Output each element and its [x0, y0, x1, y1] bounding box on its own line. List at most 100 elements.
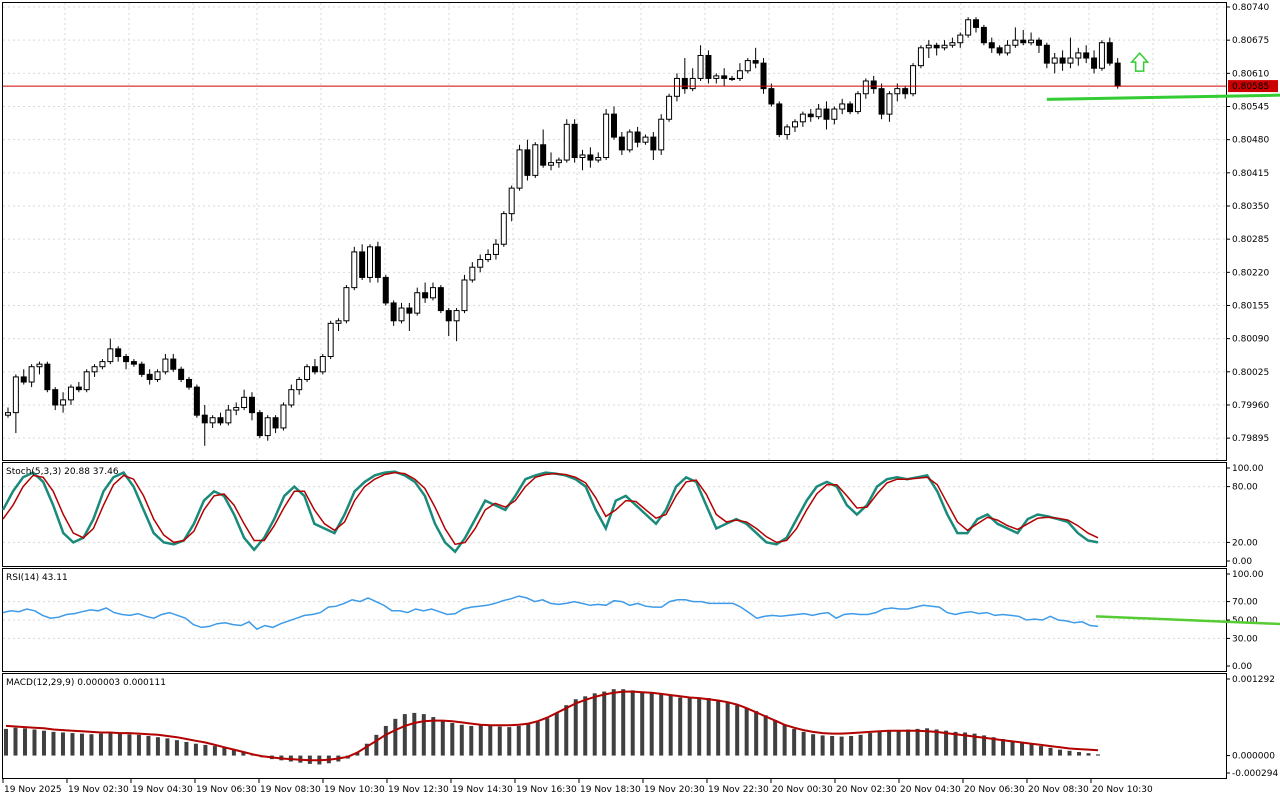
- indicator-tick-label: 100.00: [1232, 464, 1264, 474]
- candle-body: [650, 136, 657, 151]
- candle-body: [209, 417, 216, 424]
- price-tick-label: 0.80285: [1232, 235, 1269, 245]
- indicator-tick-label: 80.00: [1232, 483, 1258, 493]
- candle-body: [571, 123, 578, 159]
- candle-body: [626, 131, 633, 151]
- time-tick-label: 20 Nov 02:30: [836, 785, 897, 795]
- candle-body: [988, 42, 995, 49]
- macd-histogram-bar: [478, 725, 483, 756]
- candle-body: [485, 253, 492, 261]
- candle-body: [705, 54, 712, 79]
- candle-body: [1091, 57, 1098, 69]
- candle-body: [1059, 57, 1066, 64]
- candle-body: [540, 144, 547, 166]
- candle-body: [335, 320, 342, 324]
- candle-body: [12, 376, 19, 414]
- macd-histogram-bar: [507, 727, 512, 756]
- main-panel-frame: [2, 2, 1227, 461]
- macd-histogram-bar: [32, 729, 37, 756]
- macd-histogram-bar: [830, 736, 835, 756]
- candle-body: [233, 407, 240, 411]
- candle-body: [941, 44, 948, 49]
- candle-body: [225, 409, 232, 424]
- price-tick-label: 0.80415: [1232, 169, 1269, 179]
- candle-body: [186, 378, 193, 388]
- candle-body: [437, 287, 444, 312]
- macd-histogram-bar: [602, 691, 607, 756]
- macd-histogram-bar: [630, 690, 635, 756]
- main-grid: [3, 3, 1226, 460]
- macd-histogram-bar: [972, 733, 977, 756]
- macd-histogram-bar: [241, 752, 246, 756]
- candle-body: [980, 26, 987, 44]
- candle-body: [311, 366, 318, 373]
- macd-histogram-bar: [896, 730, 901, 756]
- macd-histogram-bar: [136, 734, 141, 756]
- candle-body: [902, 88, 909, 95]
- macd-histogram-bar: [545, 718, 550, 756]
- candle-body: [217, 417, 224, 424]
- candle-body: [603, 113, 610, 159]
- candle-body: [201, 414, 208, 424]
- stochastic-layer: 100.00 80.00 20.00 0.00: [1, 464, 1264, 567]
- candle-body: [138, 363, 145, 375]
- candle-body: [776, 103, 783, 136]
- candle-body: [618, 136, 625, 151]
- macd-histogram-bar: [383, 725, 388, 756]
- macd-histogram-bar: [1086, 753, 1091, 756]
- macd-histogram-bar: [839, 736, 844, 756]
- candle-body: [1028, 39, 1035, 44]
- candle-body: [1098, 42, 1105, 69]
- candle-body: [516, 149, 523, 189]
- time-tick-label: 20 Nov 06:30: [964, 785, 1025, 795]
- macd-histogram-bar: [516, 725, 521, 756]
- candle-body: [469, 266, 476, 281]
- macd-histogram-bar: [469, 725, 474, 756]
- candle-body: [839, 103, 846, 110]
- macd-histogram-bar: [944, 730, 949, 756]
- candle-body: [304, 366, 311, 380]
- indicator-tick-label: 50.00: [1232, 616, 1258, 626]
- candle-body: [319, 356, 326, 373]
- candle-body: [178, 368, 185, 380]
- candle-body: [784, 126, 791, 136]
- macd-histogram-bar: [51, 731, 56, 756]
- macd-histogram-bar: [697, 697, 702, 756]
- candle-body: [343, 287, 350, 322]
- candle-body: [933, 44, 940, 49]
- macd-histogram-bar: [1001, 738, 1006, 756]
- time-tick-label: 19 Nov 22:30: [708, 785, 769, 795]
- macd-histogram-bar: [526, 724, 531, 756]
- candle-body: [736, 70, 743, 79]
- macd-histogram-bar: [554, 712, 559, 756]
- candles-layer: [3, 17, 1280, 446]
- macd-histogram-bar: [22, 728, 27, 756]
- macd-histogram-bar: [70, 733, 75, 756]
- candle-body: [870, 80, 877, 90]
- candle-body: [52, 389, 59, 406]
- candle-body: [1020, 39, 1027, 44]
- macd-histogram-bar: [782, 724, 787, 756]
- macd-histogram-bar: [41, 730, 46, 756]
- candle-body: [831, 108, 838, 120]
- stoch-main-line: [1, 470, 1099, 554]
- candle-body: [264, 417, 271, 437]
- candle-body: [28, 366, 35, 383]
- price-tick-label: 0.80675: [1232, 36, 1269, 46]
- macd-histogram-bar: [763, 715, 768, 756]
- macd-histogram-bar: [1010, 740, 1015, 756]
- macd-histogram-bar: [668, 695, 673, 756]
- macd-histogram-bar: [687, 698, 692, 756]
- candle-body: [461, 279, 468, 312]
- macd-histogram-bar: [89, 734, 94, 756]
- candle-body: [1114, 62, 1121, 87]
- candle-body: [248, 396, 255, 414]
- candle-body: [123, 356, 130, 363]
- indicator-tick-label: 70.00: [1232, 598, 1258, 608]
- candle-body: [744, 60, 751, 72]
- candle-body: [595, 157, 602, 161]
- candle-body: [673, 77, 680, 97]
- macd-histogram-bar: [801, 731, 806, 756]
